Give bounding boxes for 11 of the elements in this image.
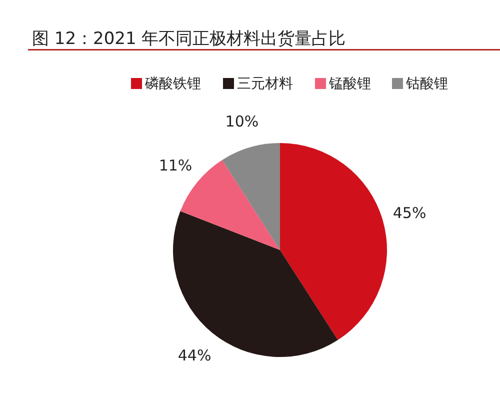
legend-label: 三元材料 [237,76,293,92]
data-label: 10% [225,112,259,130]
chart-title: 图 12：2021 年不同正极材料出货量占比 [32,29,346,49]
data-label: 45% [392,204,426,222]
data-label: 44% [178,346,212,365]
legend-label: 锰酸锂 [328,76,371,92]
pie-slice [222,143,280,250]
data-label: 11% [158,156,192,175]
legend-label: 磷酸铁锂 [144,76,201,92]
pie-slice [280,143,387,340]
legend-label: 钴酸锂 [405,76,448,92]
